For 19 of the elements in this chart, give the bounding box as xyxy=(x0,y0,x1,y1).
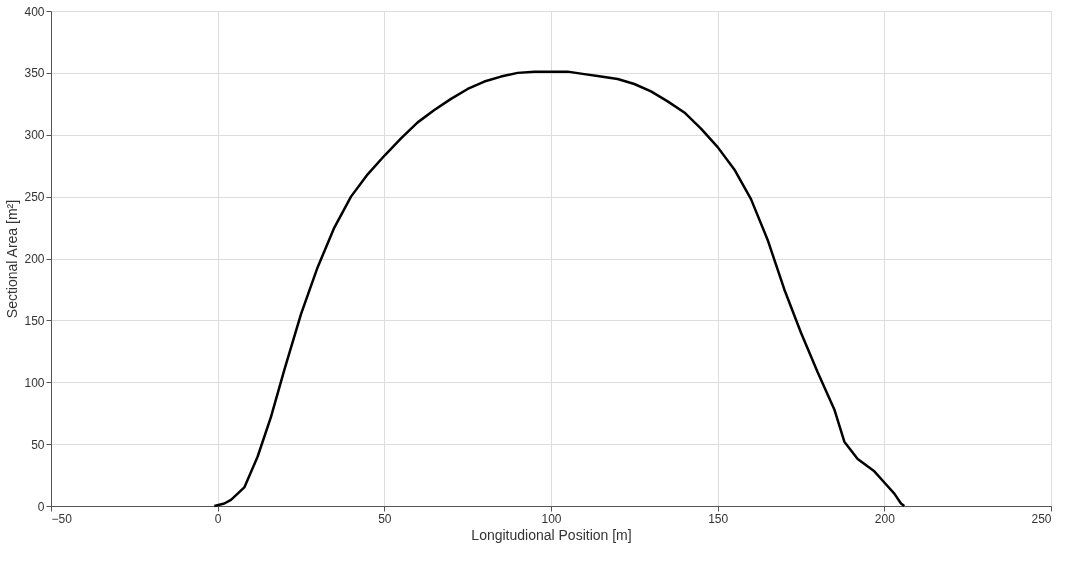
y-tick-label: 200 xyxy=(24,252,45,266)
y-tick-label: 50 xyxy=(31,437,45,452)
x-tick-label: 200 xyxy=(874,511,896,526)
y-tick-label: 300 xyxy=(24,128,45,143)
y-tick-label: 250 xyxy=(24,190,45,205)
x-tick-label: 150 xyxy=(708,511,729,526)
y-tick-label: 400 xyxy=(24,4,45,19)
line-series xyxy=(213,70,906,508)
x-tick-label: 100 xyxy=(541,511,562,526)
y-tick-label: 150 xyxy=(24,313,45,328)
y-tick-label: 0 xyxy=(37,499,45,514)
x-axis-title: Longitudional Position [m] xyxy=(471,526,632,543)
y-tick-label: 350 xyxy=(24,66,45,81)
x-tick-label: 0 xyxy=(214,511,222,526)
y-tick-label: 100 xyxy=(24,375,45,390)
y-axis-title: Sectional Area [m²] xyxy=(4,199,21,319)
x-tick-label: 250 xyxy=(1031,511,1052,526)
x-tick-label: −50 xyxy=(51,511,73,526)
x-tick-label: 50 xyxy=(378,511,392,526)
